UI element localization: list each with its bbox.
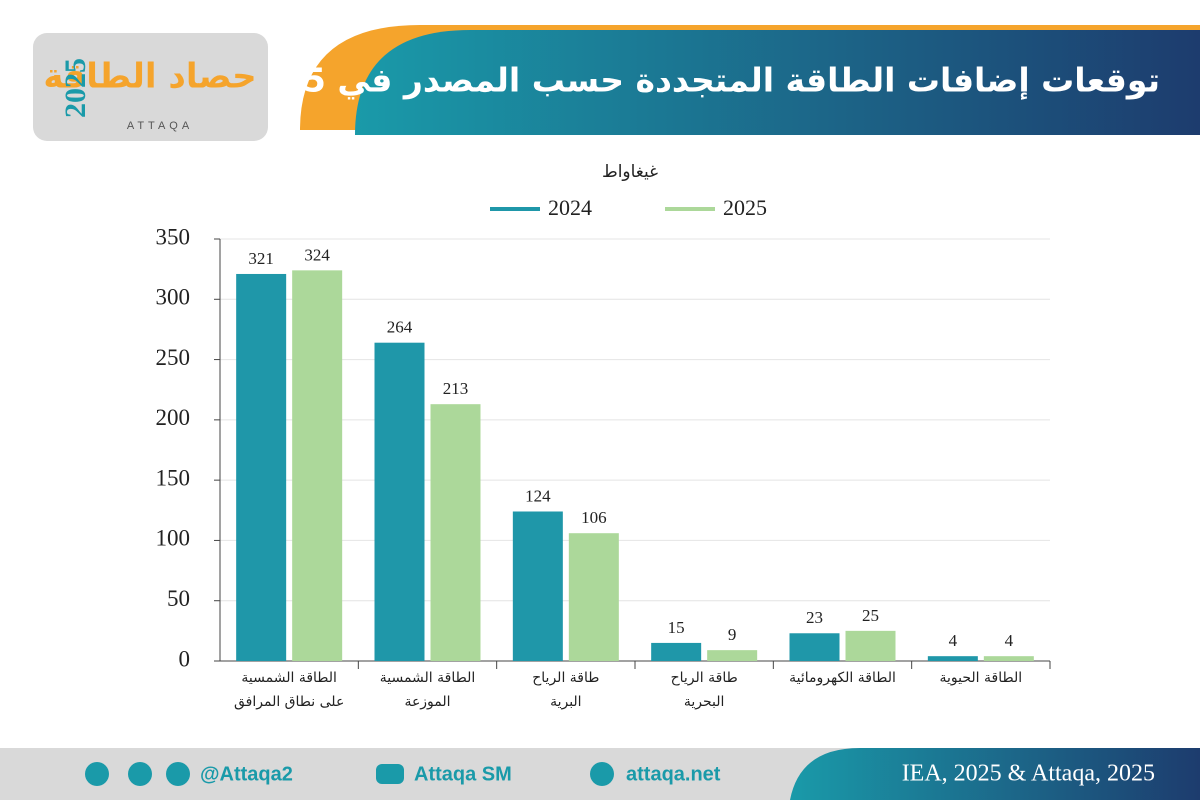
- x-tick-label: البحرية: [684, 694, 725, 710]
- bar: [845, 630, 896, 661]
- y-tick-label: 100: [156, 526, 191, 551]
- x-tick-label: الطاقة الكهرومائية: [789, 670, 896, 686]
- chart-title: توقعات إضافات الطاقة المتجددة حسب المصدر…: [234, 61, 1160, 101]
- bar: [651, 642, 702, 661]
- facebook-icon[interactable]: [166, 762, 190, 786]
- value-label: 23: [806, 608, 823, 627]
- y-tick-label: 200: [156, 405, 191, 430]
- bar: [568, 533, 619, 661]
- header-banner: [355, 30, 1200, 135]
- value-label: 9: [728, 625, 737, 644]
- source: IEA, 2025 & Attaqa, 2025: [902, 761, 1155, 787]
- value-label: 4: [949, 631, 958, 650]
- y-tick-label: 50: [167, 586, 190, 611]
- value-label: 124: [525, 486, 551, 505]
- plot: 0 50 100 150 200 250 300 350 2024 2025 الطاقة الشم…: [156, 195, 1051, 710]
- value-label: 324: [304, 245, 330, 264]
- bar: [374, 342, 425, 661]
- y-tick-label: 150: [156, 465, 191, 490]
- y-tick-label: 0: [179, 646, 191, 671]
- x-tick-label: الطاقة الحيوية: [940, 670, 1023, 686]
- value-label: 213: [443, 379, 469, 398]
- logo-latin: ATTAQA: [127, 120, 193, 132]
- legend-label: 2025: [723, 195, 767, 220]
- value-label: 15: [668, 618, 685, 637]
- x-tick-label: على نطاق المرافق: [234, 694, 344, 710]
- x-tick-label: طاقة الرياح: [532, 670, 599, 686]
- value-label: 25: [862, 606, 879, 625]
- social-handle[interactable]: @Attaqa2: [200, 763, 293, 785]
- instagram-icon[interactable]: [128, 762, 152, 786]
- youtube-handle[interactable]: Attaqa SM: [414, 763, 512, 785]
- value-label: 321: [248, 249, 274, 268]
- x-icon[interactable]: [85, 762, 109, 786]
- bar: [430, 404, 481, 661]
- x-tick-label: الموزعة: [404, 694, 450, 710]
- value-label: 264: [387, 318, 413, 337]
- bar: [983, 656, 1034, 661]
- logo-text: حصاد الطاقة: [43, 57, 256, 97]
- youtube-icon[interactable]: [376, 764, 404, 784]
- logo-box: [33, 33, 268, 141]
- website[interactable]: attaqa.net: [626, 763, 721, 785]
- bar: [927, 656, 978, 661]
- bar: [707, 650, 758, 661]
- value-label: 106: [581, 508, 607, 527]
- footer-source-banner: [790, 748, 1200, 800]
- web-icon[interactable]: [590, 762, 614, 786]
- value-label: 4: [1005, 631, 1014, 650]
- y-tick-label: 250: [156, 345, 191, 370]
- logo-year: 2025: [59, 58, 92, 118]
- x-tick-label: طاقة الرياح: [671, 670, 738, 686]
- unit-label: غيغاواط: [602, 162, 658, 182]
- y-tick-label: 300: [156, 285, 191, 310]
- legend-label: 2024: [548, 195, 592, 220]
- bar: [236, 273, 287, 661]
- bar: [789, 633, 840, 661]
- bar: [512, 511, 563, 661]
- bar: [292, 270, 343, 661]
- x-tick-label: الطاقة الشمسية: [380, 670, 476, 686]
- y-tick-label: 350: [156, 224, 191, 249]
- x-tick-label: البرية: [550, 694, 582, 710]
- x-tick-label: الطاقة الشمسية: [241, 670, 337, 686]
